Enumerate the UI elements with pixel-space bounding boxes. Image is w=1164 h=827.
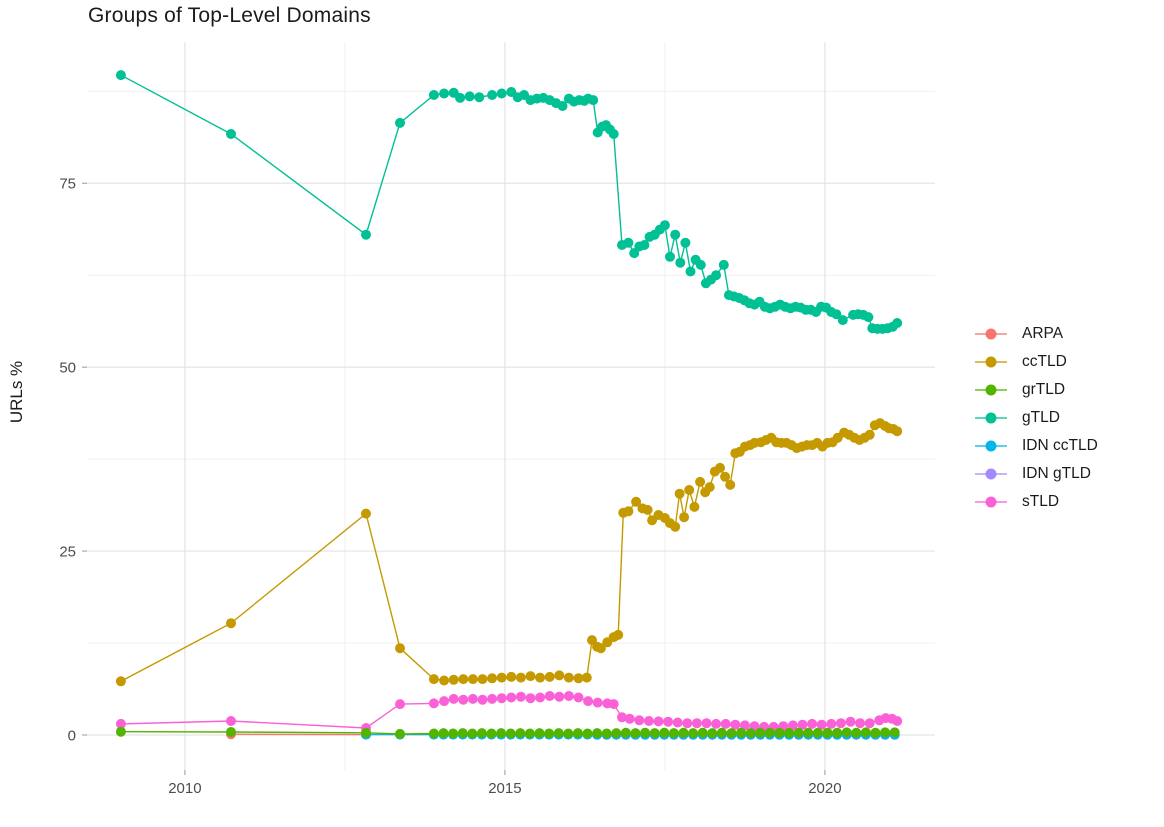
- x-tick-label-2010: 2010: [168, 780, 201, 797]
- legend-item-gtld: gTLD: [975, 404, 1098, 432]
- legend-key-icon: [975, 440, 1007, 453]
- y-tick-label-50: 50: [59, 360, 76, 377]
- legend-label: ccTLD: [1022, 353, 1067, 370]
- series-arpa: [226, 729, 371, 740]
- series-gtld: [115, 70, 903, 334]
- legend: ARPA ccTLD grTLD gTLD IDN ccTLD IDN gTLD sTLD: [975, 320, 1098, 516]
- legend-label: IDN ccTLD: [1022, 437, 1098, 454]
- legend-key-icon: [975, 496, 1007, 509]
- legend-item-idn-cctld: IDN ccTLD: [975, 432, 1098, 460]
- legend-item-grtld: grTLD: [975, 376, 1098, 404]
- x-tick-label-2020: 2020: [808, 780, 841, 797]
- data-series-layer: [115, 70, 903, 740]
- gridlines-minor: [87, 42, 935, 770]
- gridlines-major: [87, 42, 935, 770]
- legend-item-idn-gtld: IDN gTLD: [975, 460, 1098, 488]
- legend-item-stld: sTLD: [975, 488, 1098, 516]
- series-stld: [115, 691, 903, 733]
- series-grtld-points: [115, 726, 900, 739]
- y-tick-label-0: 0: [68, 727, 76, 744]
- legend-key-icon: [975, 328, 1007, 341]
- legend-item-cctld: ccTLD: [975, 348, 1098, 376]
- series-grtld: [115, 726, 900, 739]
- legend-label: grTLD: [1022, 381, 1066, 398]
- legend-label: ARPA: [1022, 325, 1064, 342]
- legend-key-icon: [975, 412, 1007, 425]
- series-gtld-line: [120, 74, 898, 330]
- legend-key-icon: [975, 384, 1007, 397]
- legend-key-icon: [975, 468, 1007, 481]
- legend-key-icon: [975, 356, 1007, 369]
- series-gtld-points: [115, 70, 903, 334]
- y-tick-label-75: 75: [59, 176, 76, 193]
- axis-tick-marks: [82, 182, 826, 775]
- series-stld-points: [115, 691, 903, 733]
- chart-title: Groups of Top-Level Domains: [88, 4, 371, 27]
- axis-tick-labels: 0 25 50 75 2010 2015 2020: [59, 176, 841, 797]
- series-cctld-points: [115, 418, 903, 687]
- y-tick-label-25: 25: [59, 544, 76, 561]
- x-tick-label-2015: 2015: [488, 780, 521, 797]
- legend-label: IDN gTLD: [1022, 465, 1091, 482]
- legend-item-arpa: ARPA: [975, 320, 1098, 348]
- series-cctld: [115, 418, 903, 687]
- legend-label: gTLD: [1022, 409, 1060, 426]
- y-axis-title: URLs %: [7, 361, 26, 423]
- legend-label: sTLD: [1022, 493, 1060, 510]
